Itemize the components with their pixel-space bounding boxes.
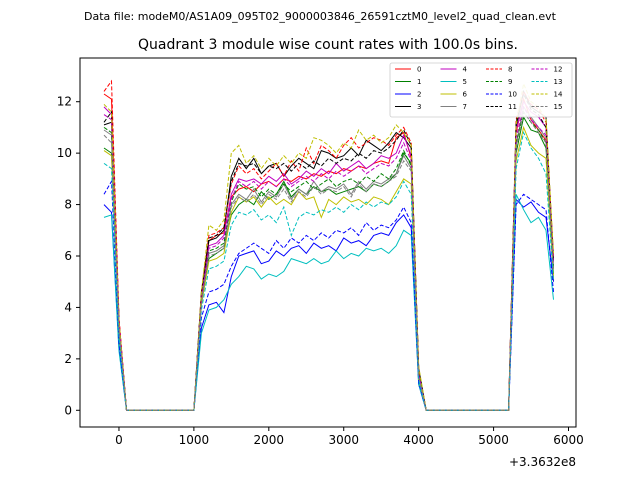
legend-label: 11 xyxy=(508,103,517,111)
y-tick-label: 4 xyxy=(64,300,72,314)
legend-label: 15 xyxy=(554,103,563,111)
series-line-14 xyxy=(103,81,554,411)
y-tick-label: 10 xyxy=(57,146,72,160)
legend-label: 6 xyxy=(463,91,468,99)
legend-label: 8 xyxy=(508,66,512,74)
y-axis: 0 2 4 6 8 10 12 xyxy=(57,95,80,417)
series-line-4 xyxy=(103,100,554,411)
series-line-11 xyxy=(103,92,554,411)
series-line-15 xyxy=(103,110,554,411)
x-tick-label: 3000 xyxy=(328,433,359,447)
series-line-7 xyxy=(103,105,554,411)
x-axis: 0 1000 2000 3000 4000 5000 6000 xyxy=(115,427,584,447)
legend-frame xyxy=(389,62,573,118)
legend-label: 0 xyxy=(417,66,421,74)
series-line-10 xyxy=(103,179,554,411)
series-line-0 xyxy=(103,93,554,411)
series-line-1 xyxy=(103,115,554,411)
legend-label: 9 xyxy=(508,78,512,86)
legend-label: 4 xyxy=(463,66,468,74)
plot-frame xyxy=(79,57,577,428)
series-line-5 xyxy=(103,194,554,411)
legend-label: 12 xyxy=(554,66,563,74)
y-tick-label: 6 xyxy=(64,249,72,263)
x-tick-label: 1000 xyxy=(179,433,210,447)
x-tick-label: 5000 xyxy=(478,433,509,447)
legend-label: 7 xyxy=(463,103,467,111)
legend-label: 10 xyxy=(508,91,517,99)
series-line-3 xyxy=(103,89,554,411)
x-tick-label: 4000 xyxy=(403,433,434,447)
x-tick-label: 6000 xyxy=(553,433,584,447)
legend-label: 13 xyxy=(554,78,563,86)
y-tick-label: 0 xyxy=(64,403,72,417)
plot-area xyxy=(103,79,554,411)
chart-title: Quadrant 3 module wise count rates with … xyxy=(138,37,518,53)
legend-label: 3 xyxy=(417,103,421,111)
figure-suptitle: Data file: modeM0/AS1A09_095T02_90000038… xyxy=(84,10,557,23)
legend-label: 1 xyxy=(417,78,421,86)
y-tick-label: 8 xyxy=(64,198,72,212)
y-tick-label: 12 xyxy=(57,95,72,109)
legend-label: 14 xyxy=(554,91,563,99)
x-tick-label: 0 xyxy=(115,433,123,447)
series-line-12 xyxy=(103,105,554,411)
legend-label: 2 xyxy=(417,91,421,99)
series-line-6 xyxy=(103,125,554,411)
x-tick-label: 2000 xyxy=(254,433,285,447)
y-tick-label: 2 xyxy=(64,352,72,366)
legend-label: 5 xyxy=(463,78,467,86)
series-line-9 xyxy=(103,110,554,411)
x-axis-offset-label: +3.3632e8 xyxy=(509,455,576,469)
series-line-2 xyxy=(103,198,554,411)
